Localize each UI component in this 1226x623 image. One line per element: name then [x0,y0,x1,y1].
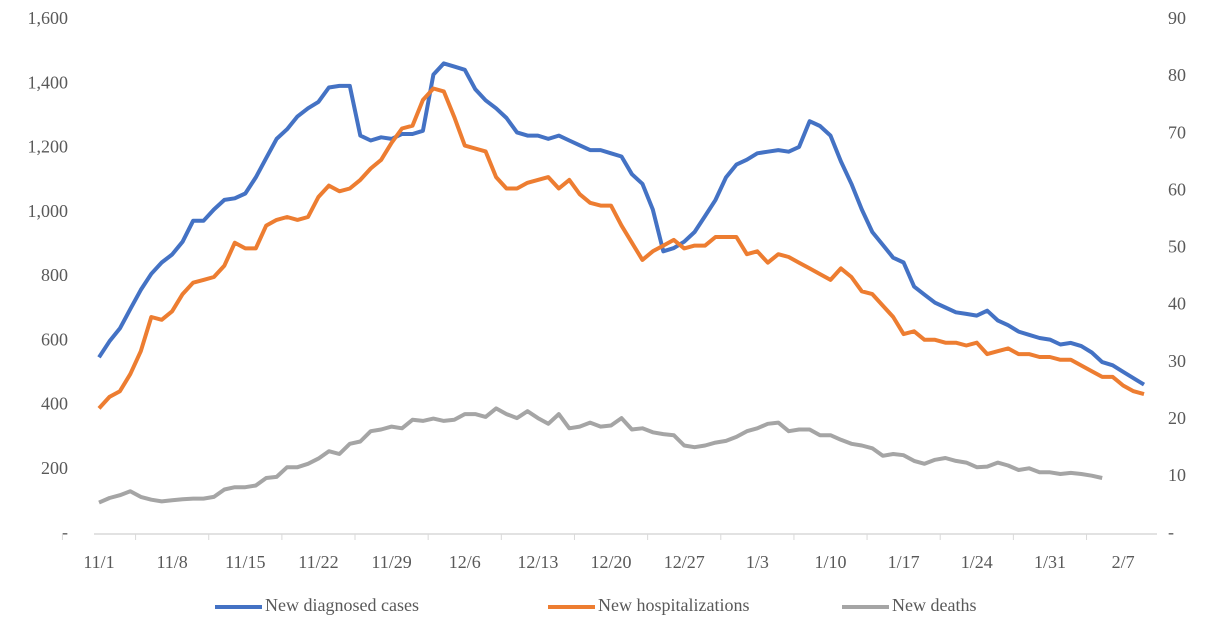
y2-tick-label: 10 [1168,465,1186,485]
y-tick-label: 600 [41,329,68,349]
x-tick-label: 11/8 [156,552,187,572]
legend-label: New diagnosed cases [265,595,419,615]
x-tick-label: 12/6 [449,552,481,572]
y2-tick-label: 60 [1168,179,1186,199]
x-tick-label: 1/3 [746,552,769,572]
y-tick-label: 1,400 [28,72,69,92]
y-tick-label: 800 [41,265,68,285]
y-tick-label: 1,600 [28,8,69,28]
x-tick-label: 11/29 [371,552,411,572]
x-tick-label: 11/1 [83,552,114,572]
y2-tick-label: 20 [1168,408,1186,428]
y2-tick-label: 30 [1168,351,1186,371]
y2-tick-label: 40 [1168,294,1186,314]
y2-tick-label: - [1168,522,1174,542]
y-tick-label: 200 [41,458,68,478]
series-line [97,61,1146,387]
x-tick-label: 11/15 [225,552,265,572]
y2-tick-label: 80 [1168,65,1186,85]
x-tick-label: 12/27 [664,552,705,572]
series-line [97,86,1145,410]
x-tick-label: 1/31 [1034,552,1066,572]
y2-tick-label: 90 [1168,8,1186,28]
y-tick-label: 1,000 [28,201,69,221]
legend-label: New deaths [892,595,976,615]
x-tick-label: 12/20 [591,552,632,572]
y2-tick-label: 70 [1168,122,1186,142]
y-tick-label: 400 [41,394,68,414]
x-tick-label: 11/22 [298,552,338,572]
x-tick-label: 2/7 [1112,552,1135,572]
x-tick-label: 12/13 [517,552,558,572]
legend-label: New hospitalizations [598,595,749,615]
x-tick-label: 1/24 [961,552,993,572]
y-tick-label: 1,200 [28,137,69,157]
y2-tick-label: 50 [1168,237,1186,257]
series-line [98,406,1103,505]
x-tick-label: 1/10 [814,552,846,572]
x-tick-label: 1/17 [888,552,920,572]
y-tick-label: - [62,522,68,542]
